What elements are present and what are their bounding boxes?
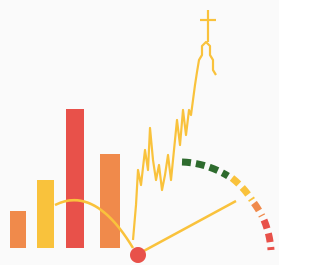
dot [130,247,146,263]
bar [66,109,84,248]
bar [100,154,120,248]
bar [10,211,26,248]
bar [37,180,54,248]
page [0,0,320,265]
illustration [0,0,279,265]
